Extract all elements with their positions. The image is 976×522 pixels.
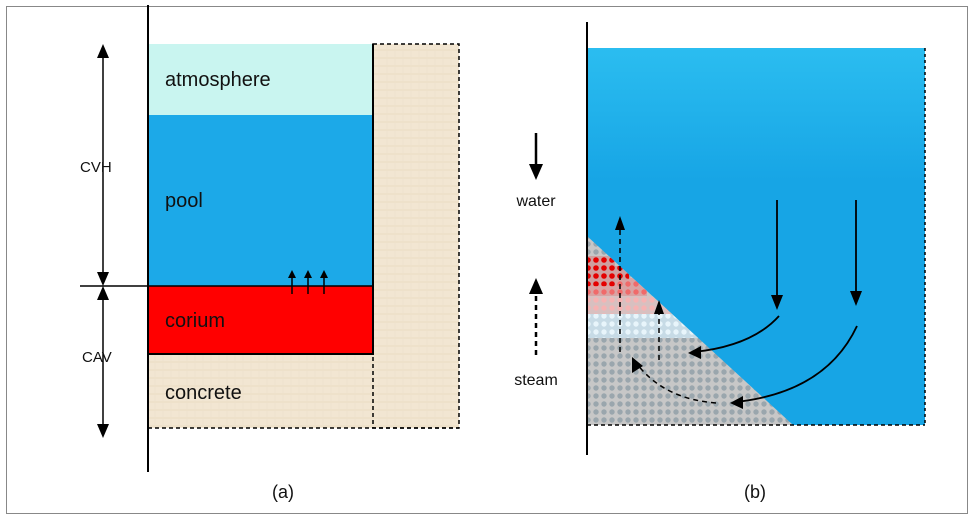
- water-curve-arrowhead-2: [730, 396, 743, 409]
- steam-up-arrowhead-2: [654, 300, 664, 314]
- atmosphere-label: atmosphere: [165, 69, 271, 91]
- panel-b: water steam (b): [514, 22, 926, 502]
- water-legend-label: water: [515, 193, 556, 210]
- water-downflow-arrowhead-1: [771, 295, 783, 310]
- water-curve-arrow-1: [693, 315, 780, 353]
- panel-b-caption: (b): [744, 482, 766, 502]
- water-legend-arrowhead: [529, 164, 543, 180]
- cav-arrow-up: [97, 286, 109, 300]
- pool-label: pool: [165, 190, 203, 212]
- cav-label: CAV: [82, 349, 112, 366]
- steam-curve-arrow: [636, 363, 717, 404]
- steam-curve-arrowhead: [632, 357, 643, 373]
- water-curve-arrowhead-1: [688, 346, 701, 359]
- pool-layer: [148, 115, 373, 286]
- cavity-wall: [148, 44, 374, 355]
- heat-flux-arrows: [288, 270, 328, 294]
- cvh-label: CVH: [80, 159, 112, 176]
- water-curve-arrow-2: [735, 325, 858, 403]
- steam-up-arrowhead-1: [615, 216, 625, 230]
- corium-layer: [148, 286, 373, 354]
- cvh-arrow-down: [97, 272, 109, 286]
- corium-label: corium: [165, 310, 225, 332]
- cav-arrow-down: [97, 424, 109, 438]
- atmosphere-layer: [148, 44, 373, 115]
- steam-legend-arrowhead: [529, 278, 543, 294]
- figure-frame: [6, 6, 968, 514]
- panel-a-caption: (a): [272, 482, 294, 502]
- panel-a: atmosphere pool corium concrete CVH CAV …: [80, 5, 460, 502]
- cvh-arrow-up: [97, 44, 109, 58]
- steam-legend-label: steam: [514, 372, 558, 389]
- water-downflow-arrowhead-2: [850, 291, 862, 306]
- concrete-label: concrete: [165, 382, 242, 404]
